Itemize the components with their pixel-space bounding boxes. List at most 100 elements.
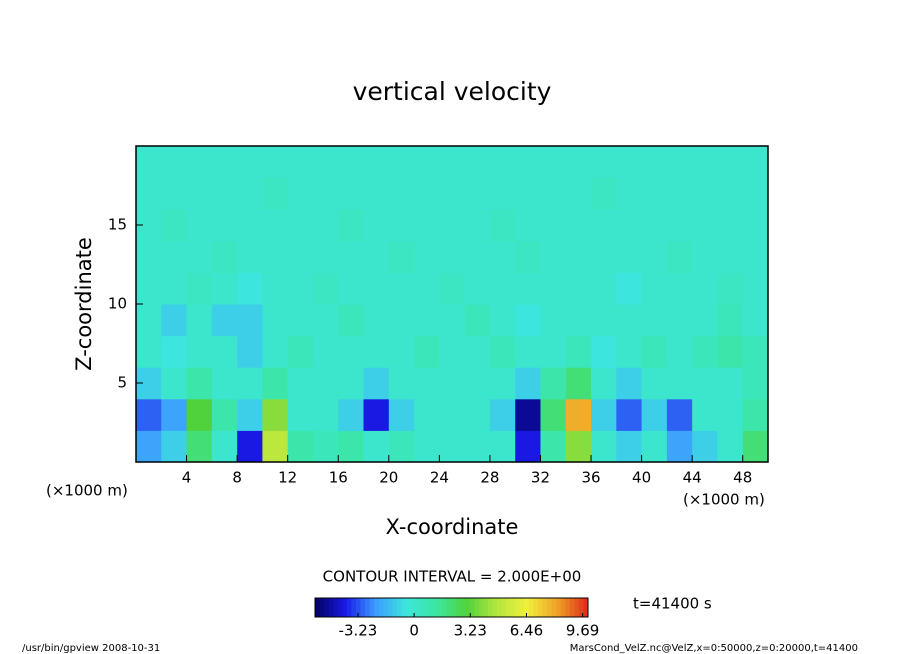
cell — [616, 367, 643, 400]
cell — [262, 272, 289, 305]
colorbar-swatch — [387, 598, 393, 617]
cell — [515, 209, 541, 242]
cell — [388, 177, 415, 210]
cell — [742, 146, 769, 179]
cell — [287, 209, 314, 242]
cell — [414, 272, 440, 305]
cell — [312, 272, 339, 305]
cell — [742, 398, 769, 431]
colorbar-swatch — [396, 598, 402, 617]
cell — [616, 335, 643, 368]
cell — [312, 240, 339, 273]
cell — [262, 430, 289, 463]
cell — [565, 209, 592, 242]
colorbar-swatch — [510, 598, 516, 617]
y-tick-label: 10 — [108, 295, 127, 313]
cell — [489, 304, 516, 337]
cell — [161, 367, 188, 400]
cell — [742, 304, 769, 337]
cell — [591, 398, 617, 431]
colorbar-swatch — [501, 598, 507, 617]
colorbar-swatch — [560, 598, 566, 617]
y-tick-label: 5 — [117, 374, 127, 392]
cell — [641, 272, 668, 305]
cell — [262, 335, 289, 368]
cell — [666, 398, 693, 431]
cell — [742, 430, 769, 463]
cell — [616, 304, 643, 337]
x-unit: (×1000 m) — [683, 491, 765, 509]
cell — [211, 367, 238, 400]
cell — [489, 398, 516, 431]
cell — [666, 209, 693, 242]
cell — [641, 304, 668, 337]
cell — [161, 335, 188, 368]
cell — [540, 430, 567, 463]
cell — [388, 430, 415, 463]
cell — [414, 240, 440, 273]
cell — [616, 209, 643, 242]
colorbar-swatch — [419, 598, 425, 617]
cell — [666, 430, 693, 463]
cell — [515, 177, 541, 210]
cell — [338, 398, 365, 431]
colorbar-swatch — [319, 598, 325, 617]
cell — [186, 304, 213, 337]
cell — [161, 398, 188, 431]
cell — [515, 430, 541, 463]
cell — [287, 367, 314, 400]
cell — [692, 430, 718, 463]
cell — [591, 304, 617, 337]
x-tick-label: 28 — [480, 469, 499, 487]
cell — [464, 335, 491, 368]
cell — [363, 398, 390, 431]
cell — [616, 177, 643, 210]
cell — [338, 209, 365, 242]
cell — [338, 177, 365, 210]
cell — [515, 335, 541, 368]
cell — [211, 272, 238, 305]
cell — [414, 146, 440, 179]
cell — [692, 304, 718, 337]
cell — [186, 177, 213, 210]
colorbar-swatch — [528, 598, 534, 617]
colorbar-swatch — [342, 598, 348, 617]
cell — [237, 367, 263, 400]
cell — [312, 398, 339, 431]
cell — [641, 430, 668, 463]
cell — [489, 367, 516, 400]
colorbar-swatch — [578, 598, 584, 617]
cell — [338, 367, 365, 400]
cell — [515, 398, 541, 431]
cell — [540, 398, 567, 431]
colorbar-swatch — [565, 598, 571, 617]
cell — [489, 209, 516, 242]
cell — [338, 240, 365, 273]
cell — [237, 398, 263, 431]
cell — [287, 398, 314, 431]
colorbar-swatch — [451, 598, 457, 617]
colorbar-swatch — [406, 598, 412, 617]
cell — [464, 430, 491, 463]
cell — [742, 272, 769, 305]
cell — [287, 240, 314, 273]
cell — [565, 177, 592, 210]
cell — [464, 177, 491, 210]
cell — [742, 335, 769, 368]
colorbar-swatch — [478, 598, 484, 617]
colorbar-swatch — [492, 598, 498, 617]
cell — [540, 240, 567, 273]
colorbar-swatch — [355, 598, 361, 617]
cell — [742, 367, 769, 400]
cell — [489, 146, 516, 179]
cell — [211, 304, 238, 337]
colorbar-tick-label: 0 — [409, 622, 419, 640]
colorbar-swatch — [574, 598, 580, 617]
cell — [742, 209, 769, 242]
cell — [312, 209, 339, 242]
cell — [591, 335, 617, 368]
y-axis-label: Z-coordinate — [72, 237, 96, 371]
cell — [136, 335, 162, 368]
colorbar-swatch — [456, 598, 462, 617]
footer-left: /usr/bin/gpview 2008-10-31 — [22, 643, 160, 654]
